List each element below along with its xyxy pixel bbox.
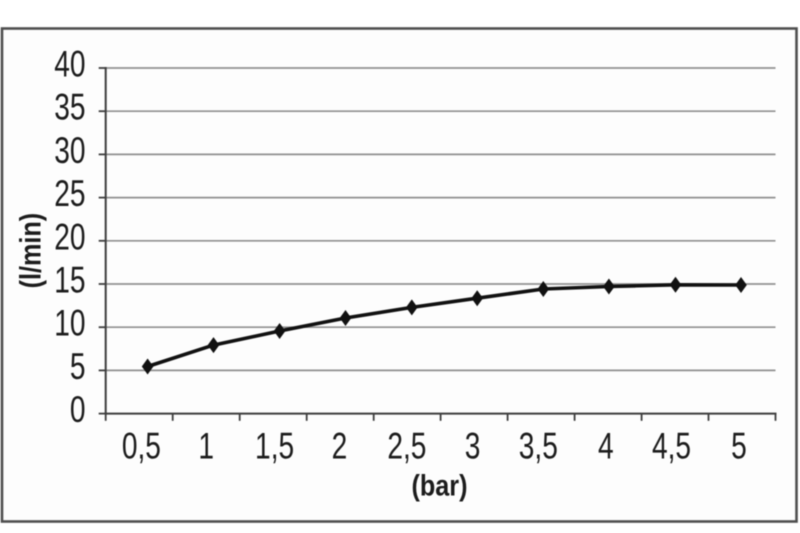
svg-text:15: 15 (54, 260, 85, 302)
svg-text:40: 40 (54, 44, 85, 86)
svg-text:3,5: 3,5 (519, 426, 558, 468)
svg-text:25: 25 (54, 173, 85, 215)
svg-text:1,5: 1,5 (255, 426, 294, 468)
svg-text:4,5: 4,5 (652, 426, 691, 468)
svg-text:5: 5 (731, 426, 747, 468)
svg-text:35: 35 (54, 87, 85, 129)
svg-text:20: 20 (54, 216, 85, 258)
svg-text:10: 10 (54, 303, 85, 345)
svg-text:2: 2 (332, 426, 348, 468)
svg-text:(bar): (bar) (412, 468, 468, 502)
svg-text:1: 1 (198, 426, 214, 468)
svg-text:0,5: 0,5 (122, 426, 161, 468)
svg-text:3: 3 (465, 426, 481, 468)
svg-text:4: 4 (598, 426, 614, 468)
svg-text:(l/min): (l/min) (14, 213, 48, 289)
svg-text:5: 5 (70, 346, 86, 388)
svg-text:30: 30 (54, 130, 85, 172)
svg-text:2,5: 2,5 (387, 426, 426, 468)
svg-text:0: 0 (70, 389, 86, 431)
